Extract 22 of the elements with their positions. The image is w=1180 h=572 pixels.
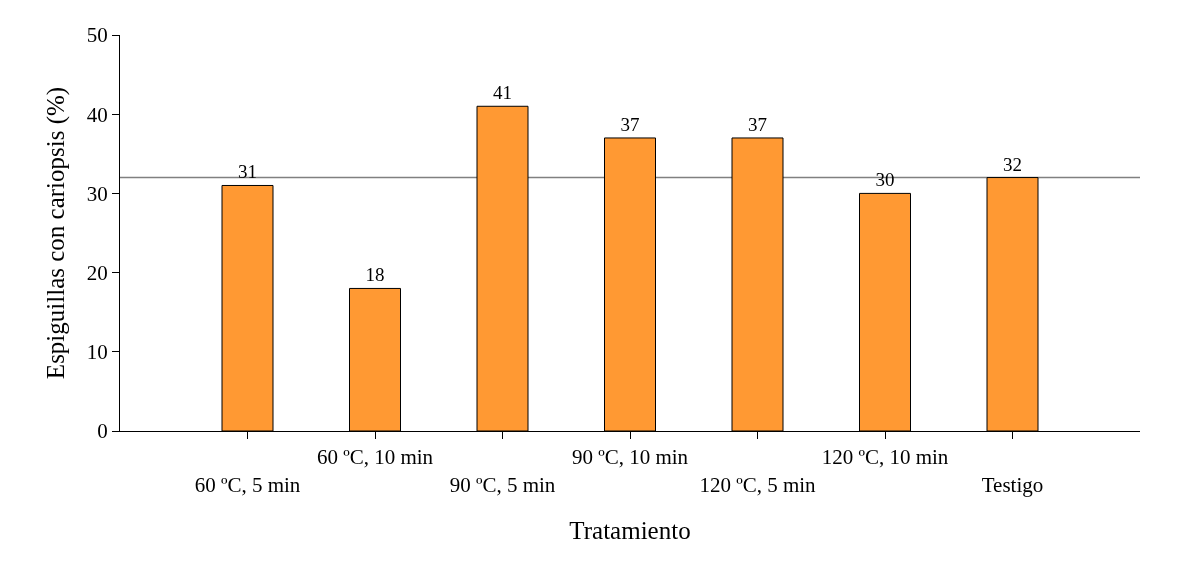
x-tick-label: 90 ºC, 10 min	[571, 445, 689, 470]
x-tick-label: 90 ºC, 5 min	[449, 472, 556, 497]
x-tick-label: 60 ºC, 5 min	[194, 472, 301, 497]
x-tick-label: Testigo	[981, 472, 1044, 497]
x-tick-label: 120 ºC, 5 min	[699, 472, 817, 497]
y-tick-label: 30	[86, 181, 108, 206]
data-label: 30	[875, 169, 895, 191]
y-tick-label: 50	[86, 23, 108, 48]
x-tick-label: 60 ºC, 10 min	[316, 445, 434, 470]
y-tick-label: 0	[97, 419, 108, 444]
y-tick-label: 20	[86, 260, 108, 285]
data-label: 37	[748, 113, 767, 135]
x-axis-title: Tratamiento	[569, 516, 691, 544]
data-label: 41	[493, 82, 512, 104]
data-label: 37	[620, 113, 640, 135]
data-label: 18	[365, 264, 385, 286]
x-tick-label: 120 ºC, 10 min	[821, 445, 949, 470]
y-tick-label: 40	[86, 102, 108, 127]
y-axis-title: Espiguillas con cariopsis (%)	[41, 86, 70, 380]
data-label: 31	[238, 161, 257, 183]
data-label: 32	[1003, 153, 1022, 175]
y-tick-label: 10	[86, 340, 108, 365]
